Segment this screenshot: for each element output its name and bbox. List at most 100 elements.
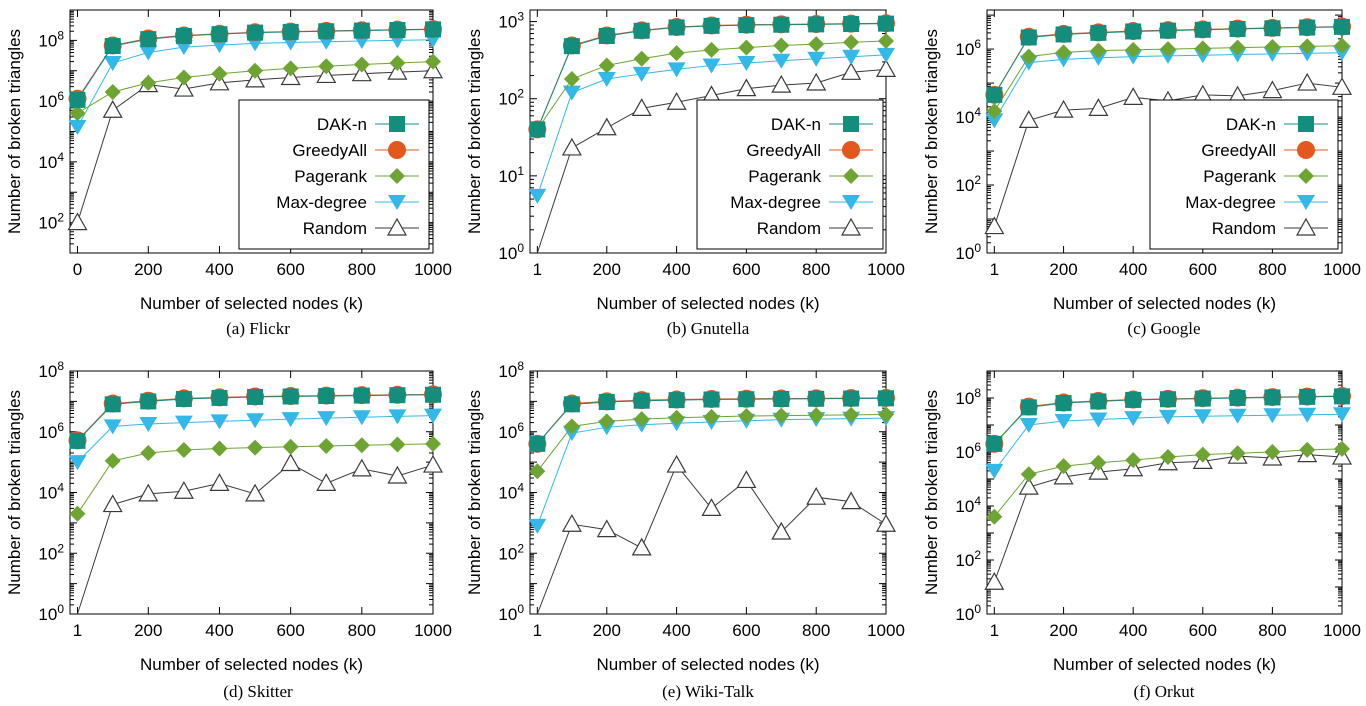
series-pagerank: [986, 440, 1350, 525]
x-tick-label: 1: [73, 621, 82, 640]
point-dak-n: [1159, 22, 1176, 39]
series-dak-n: [529, 15, 894, 138]
y-axis-label: Number of broken triangles: [465, 29, 484, 234]
point-dak-n: [598, 28, 615, 45]
x-axis-label: Number of selected nodes (k): [597, 655, 820, 674]
point-pagerank: [563, 71, 580, 88]
x-tick-label: 400: [1119, 621, 1147, 640]
point-dak-n: [1020, 29, 1037, 46]
point-max-degree: [174, 415, 193, 431]
x-tick-label: 1: [533, 621, 542, 640]
point-pagerank: [529, 463, 546, 480]
y-tick-label: 100: [498, 602, 524, 624]
y-tick-label: 101: [498, 164, 524, 186]
y-tick-label: 106: [38, 420, 64, 442]
point-pagerank: [353, 56, 370, 73]
point-max-degree: [842, 49, 861, 65]
legend-label: DAK-n: [1226, 115, 1276, 134]
point-random: [138, 483, 159, 502]
point-random: [736, 470, 757, 489]
point-dak-n: [878, 15, 894, 32]
point-random: [422, 454, 444, 473]
point-pagerank: [282, 60, 299, 77]
point-max-degree: [772, 53, 791, 69]
point-dak-n: [211, 389, 228, 406]
series-line-random: [993, 454, 1343, 583]
x-tick-label: 1000: [1323, 621, 1361, 640]
series-random: [536, 454, 897, 615]
legend-marker-dak-n: [1298, 116, 1314, 132]
point-pagerank: [563, 418, 580, 435]
point-dak-n: [104, 396, 121, 413]
point-max-degree: [68, 455, 87, 471]
legend-label: Max-degree: [730, 193, 821, 212]
point-max-degree: [632, 66, 651, 82]
point-pagerank: [318, 437, 335, 454]
point-dak-n: [104, 38, 121, 55]
x-tick-label: 400: [1119, 260, 1147, 279]
point-pagerank: [1125, 41, 1142, 58]
point-dak-n: [1264, 20, 1281, 37]
point-pagerank: [738, 408, 755, 425]
point-max-degree: [210, 414, 229, 430]
point-random: [1088, 461, 1109, 480]
legend-label: Random: [1212, 219, 1276, 238]
x-tick-label: 800: [1258, 260, 1286, 279]
y-axis-label: Number of broken triangles: [465, 390, 484, 595]
point-dak-n: [668, 19, 685, 36]
point-dak-n: [633, 22, 650, 39]
x-tick-label: 400: [205, 260, 233, 279]
point-random: [561, 514, 582, 532]
point-random: [280, 453, 301, 472]
x-tick-label: 200: [1049, 621, 1077, 640]
point-max-degree: [1158, 409, 1177, 425]
point-dak-n: [69, 91, 86, 108]
point-max-degree: [877, 47, 895, 63]
point-max-degree: [103, 419, 122, 435]
x-tick-label: 200: [1049, 260, 1077, 279]
y-tick-label: 108: [38, 359, 64, 381]
x-tick-label: 600: [276, 260, 304, 279]
point-dak-n: [353, 387, 370, 404]
legend-label: DAK-n: [317, 115, 367, 134]
x-tick-label: 800: [348, 260, 376, 279]
point-dak-n: [986, 435, 1003, 452]
point-random: [875, 514, 897, 532]
point-random: [701, 498, 722, 516]
legend-label: Random: [757, 219, 821, 238]
point-dak-n: [1229, 390, 1246, 406]
series-dak-n: [986, 18, 1350, 103]
point-dak-n: [211, 26, 228, 43]
point-dak-n: [703, 391, 720, 408]
point-max-degree: [1089, 412, 1108, 428]
point-pagerank: [69, 505, 86, 522]
point-pagerank: [1264, 444, 1281, 460]
point-pagerank: [1159, 449, 1176, 466]
point-random: [806, 486, 827, 505]
legend-marker-pagerank: [389, 168, 405, 184]
point-max-degree: [985, 113, 1004, 129]
point-random: [422, 60, 444, 79]
point-pagerank: [1159, 41, 1176, 58]
point-dak-n: [668, 392, 685, 409]
point-dak-n: [808, 16, 825, 33]
point-dak-n: [1055, 395, 1072, 412]
series-random: [984, 444, 1353, 590]
series-max-degree: [528, 47, 895, 204]
point-random: [841, 62, 862, 80]
point-pagerank: [389, 54, 406, 71]
point-pagerank: [633, 50, 650, 67]
point-max-degree: [103, 55, 122, 71]
point-pagerank: [1194, 446, 1211, 463]
point-random: [771, 521, 792, 540]
point-max-degree: [528, 518, 547, 534]
series-dak-n: [69, 21, 441, 108]
legend-label: GreedyAll: [1201, 141, 1276, 160]
legend-label: Pagerank: [748, 167, 821, 186]
point-dak-n: [633, 392, 650, 409]
point-random: [351, 458, 372, 477]
y-tick-label: 102: [955, 173, 981, 195]
point-pagerank: [843, 34, 860, 51]
y-tick-label: 108: [955, 386, 981, 408]
point-pagerank: [69, 105, 86, 122]
